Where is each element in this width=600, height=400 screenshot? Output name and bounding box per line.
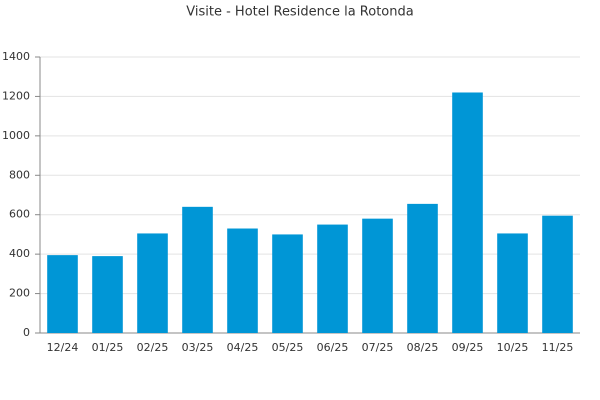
bar — [47, 255, 78, 333]
x-tick-label: 03/25 — [182, 341, 214, 354]
y-tick-label: 400 — [9, 247, 30, 260]
bar — [182, 206, 213, 333]
y-tick-label: 200 — [9, 287, 30, 300]
x-tick-label: 06/25 — [317, 341, 349, 354]
bar — [407, 203, 438, 333]
x-tick-label: 05/25 — [272, 341, 304, 354]
bar — [92, 256, 123, 333]
y-tick-label: 0 — [23, 326, 30, 339]
bar — [452, 92, 483, 333]
x-tick-label: 11/25 — [542, 341, 574, 354]
bar — [362, 218, 393, 333]
x-tick-label: 02/25 — [137, 341, 169, 354]
y-tick-label: 800 — [9, 168, 30, 181]
x-tick-label: 09/25 — [452, 341, 484, 354]
chart-title: Visite - Hotel Residence la Rotonda — [186, 5, 413, 20]
x-tick-label: 04/25 — [227, 341, 259, 354]
x-tick-label: 07/25 — [362, 341, 394, 354]
y-tick-label: 1000 — [2, 129, 30, 142]
y-tick-label: 600 — [9, 208, 30, 221]
y-tick-label: 1200 — [2, 89, 30, 102]
bar — [497, 233, 528, 333]
x-tick-label: 08/25 — [407, 341, 439, 354]
bar — [317, 224, 348, 333]
bar — [272, 234, 303, 333]
bar — [227, 228, 258, 333]
x-tick-label: 10/25 — [497, 341, 529, 354]
y-tick-label: 1400 — [2, 50, 30, 63]
bar — [542, 215, 573, 333]
x-tick-label: 01/25 — [92, 341, 124, 354]
x-tick-label: 12/24 — [47, 341, 79, 354]
bar — [137, 233, 168, 333]
